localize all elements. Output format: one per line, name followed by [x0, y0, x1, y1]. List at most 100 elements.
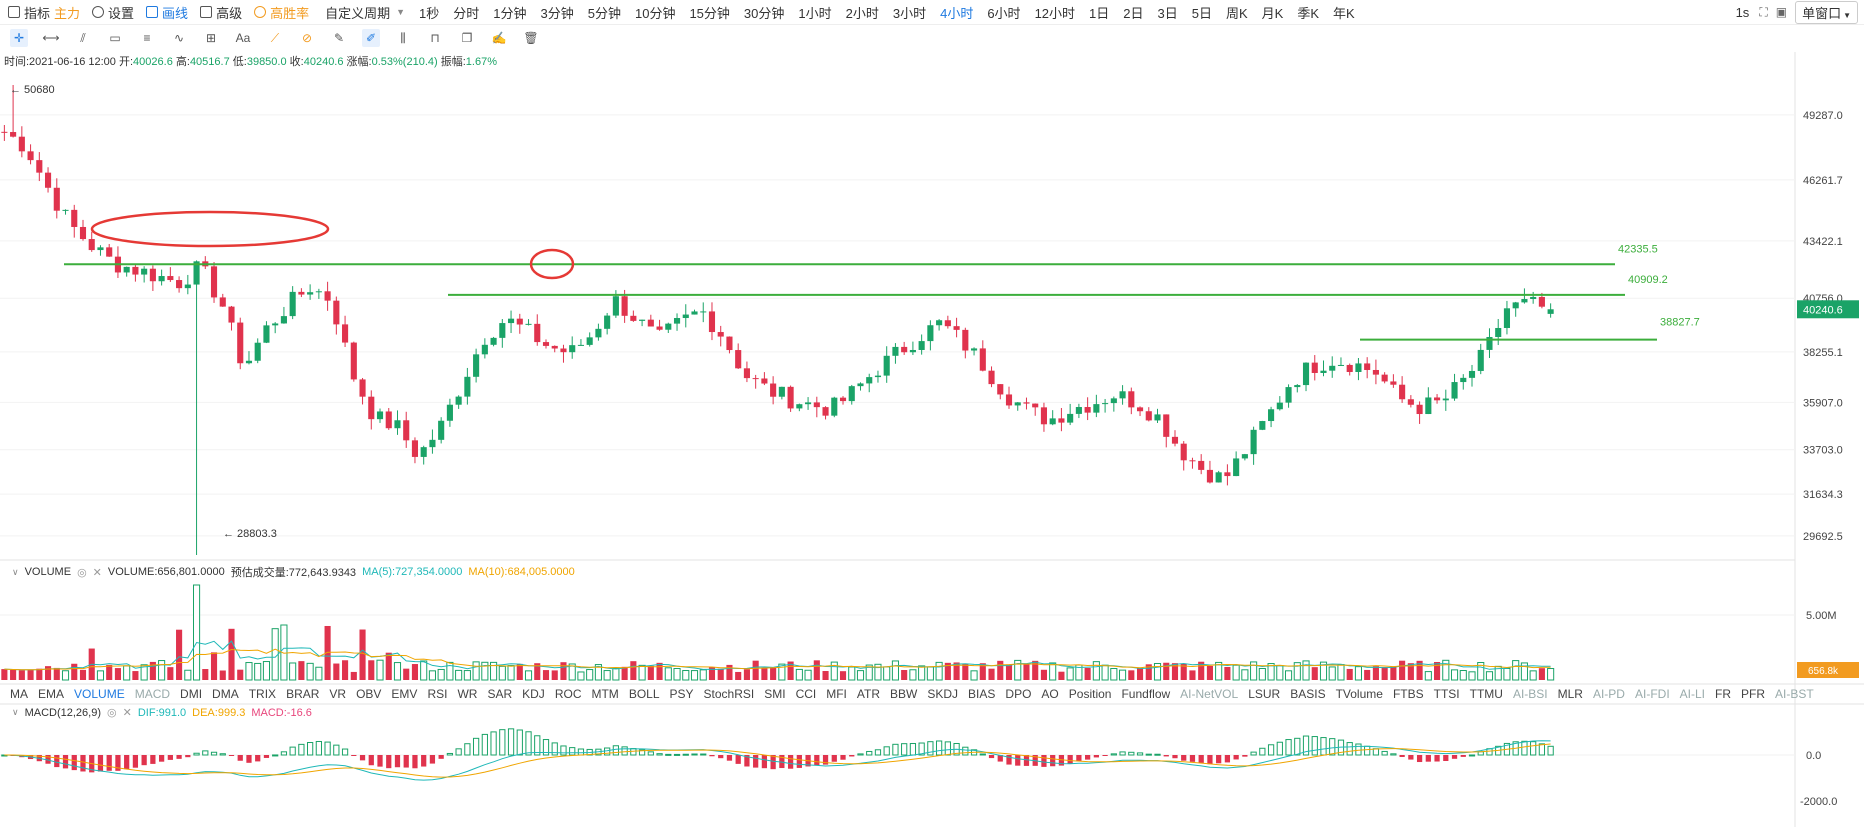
- parallel-icon[interactable]: ≡: [143, 31, 151, 45]
- fullscreen-icon[interactable]: ⛶: [1759, 4, 1768, 19]
- indicator-tab-ai-netvol[interactable]: AI-NetVOL: [1180, 687, 1239, 701]
- indicator-tab-wr[interactable]: WR: [457, 687, 478, 701]
- winrate-button[interactable]: 高胜率: [254, 3, 309, 22]
- indicator-tab-kdj[interactable]: KDJ: [522, 687, 545, 701]
- indicator-button[interactable]: 指标 主力: [8, 3, 80, 22]
- brush-icon[interactable]: ✐: [362, 29, 380, 47]
- period-3[interactable]: 3分钟: [540, 5, 574, 21]
- period-12[interactable]: 6小时: [987, 5, 1021, 21]
- measure-icon[interactable]: ⊞: [205, 31, 217, 45]
- indicator-tab-ai-bst[interactable]: AI-BST: [1775, 687, 1814, 701]
- settings-icon[interactable]: ◎: [107, 707, 117, 719]
- indicator-tab-dmi[interactable]: DMI: [180, 687, 203, 701]
- indicator-tab-cci[interactable]: CCI: [795, 687, 817, 701]
- indicator-tab-position[interactable]: Position: [1068, 687, 1112, 701]
- pen-icon[interactable]: ✎: [333, 31, 345, 45]
- period-15[interactable]: 2日: [1123, 5, 1144, 21]
- indicator-tab-fundflow[interactable]: Fundflow: [1121, 687, 1171, 701]
- period-18[interactable]: 周K: [1225, 5, 1248, 21]
- close-icon[interactable]: ✕: [122, 707, 132, 719]
- magnet-icon[interactable]: ⊘: [301, 31, 313, 45]
- indicator-tab-rsi[interactable]: RSI: [427, 687, 448, 701]
- line-icon[interactable]: ⟷: [42, 31, 60, 45]
- indicator-tab-pfr[interactable]: PFR: [1741, 687, 1765, 701]
- period-5[interactable]: 10分钟: [634, 5, 676, 21]
- indicator-tab-ai-bsi[interactable]: AI-BSI: [1512, 687, 1548, 701]
- period-16[interactable]: 3日: [1157, 5, 1178, 21]
- close-icon[interactable]: ✕: [92, 566, 102, 579]
- indicator-tab-ai-pd[interactable]: AI-PD: [1592, 687, 1625, 701]
- crosshair-icon[interactable]: ✛: [10, 29, 28, 47]
- indicator-tab-mfi[interactable]: MFI: [826, 687, 847, 701]
- indicator-tab-stochrsi[interactable]: StochRSI: [703, 687, 755, 701]
- period-13[interactable]: 12小时: [1034, 5, 1076, 21]
- indicator-tab-atr[interactable]: ATR: [856, 687, 881, 701]
- indicator-tab-macd[interactable]: MACD: [134, 687, 171, 701]
- draw-button[interactable]: 画线: [146, 3, 188, 22]
- period-1[interactable]: 分时: [453, 5, 480, 21]
- indicator-tab-skdj[interactable]: SKDJ: [927, 687, 959, 701]
- indicator-tab-trix[interactable]: TRIX: [248, 687, 277, 701]
- indicator-tab-psy[interactable]: PSY: [669, 687, 694, 701]
- indicator-tab-emv[interactable]: EMV: [391, 687, 418, 701]
- bars-icon[interactable]: ⫼: [400, 30, 406, 45]
- trend-icon[interactable]: ⫽: [80, 30, 86, 45]
- indicator-tab-bbw[interactable]: BBW: [890, 687, 918, 701]
- indicator-tab-boll[interactable]: BOLL: [628, 687, 660, 701]
- chevron-down-icon[interactable]: ∨: [12, 566, 19, 577]
- period-21[interactable]: 年K: [1332, 5, 1355, 21]
- wave-icon[interactable]: ∿: [173, 31, 185, 45]
- indicator-tab-roc[interactable]: ROC: [554, 687, 582, 701]
- custom-period-dropdown[interactable]: 自定义周期 ▼: [325, 5, 406, 21]
- period-19[interactable]: 月K: [1261, 5, 1284, 21]
- indicator-tab-ai-fdi[interactable]: AI-FDI: [1634, 687, 1670, 701]
- indicator-tab-lsur[interactable]: LSUR: [1248, 687, 1281, 701]
- period-14[interactable]: 1日: [1089, 5, 1110, 21]
- interval-label[interactable]: 1s: [1735, 4, 1750, 20]
- edit-icon[interactable]: ✍: [491, 31, 507, 45]
- indicator-tab-sar[interactable]: SAR: [487, 687, 513, 701]
- period-0[interactable]: 1秒: [419, 5, 440, 21]
- settings-icon[interactable]: ◎: [77, 566, 87, 579]
- indicator-tab-fr[interactable]: FR: [1715, 687, 1731, 701]
- settings-button[interactable]: 设置: [92, 3, 134, 22]
- text-icon[interactable]: Aa: [235, 31, 251, 45]
- indicator-tab-ao[interactable]: AO: [1041, 687, 1059, 701]
- period-4[interactable]: 5分钟: [587, 5, 621, 21]
- period-2[interactable]: 1分钟: [493, 5, 527, 21]
- indicator-tab-ftbs[interactable]: FTBS: [1392, 687, 1424, 701]
- indicator-tab-obv[interactable]: OBV: [356, 687, 382, 701]
- indicator-tab-tvolume[interactable]: TVolume: [1335, 687, 1383, 701]
- indicator-tab-ma[interactable]: MA: [10, 687, 28, 701]
- indicator-tab-ttmu[interactable]: TTMU: [1469, 687, 1503, 701]
- rect-icon[interactable]: ▭: [109, 31, 121, 45]
- indicator-tab-smi[interactable]: SMI: [764, 687, 786, 701]
- indicator-tab-bias[interactable]: BIAS: [968, 687, 996, 701]
- indicator-tab-mlr[interactable]: MLR: [1557, 687, 1583, 701]
- indicator-tab-volume[interactable]: VOLUME: [74, 687, 125, 701]
- indicator-tab-basis[interactable]: BASIS: [1290, 687, 1326, 701]
- lock-icon[interactable]: ⊓: [430, 31, 440, 45]
- fib-icon[interactable]: ⟋: [270, 30, 280, 45]
- period-11[interactable]: 4小时: [940, 5, 974, 21]
- indicator-tab-brar[interactable]: BRAR: [286, 687, 320, 701]
- indicator-tab-vr[interactable]: VR: [329, 687, 347, 701]
- period-6[interactable]: 15分钟: [689, 5, 730, 21]
- period-7[interactable]: 30分钟: [743, 5, 785, 21]
- indicator-tab-ema[interactable]: EMA: [38, 687, 65, 701]
- indicator-tab-dma[interactable]: DMA: [212, 687, 239, 701]
- indicator-tab-mtm[interactable]: MTM: [591, 687, 619, 701]
- screenshot-icon[interactable]: ▣: [1775, 5, 1788, 19]
- period-10[interactable]: 3小时: [892, 5, 927, 21]
- indicator-tab-ttsi[interactable]: TTSI: [1433, 687, 1460, 701]
- advanced-button[interactable]: 高级: [200, 3, 242, 22]
- period-20[interactable]: 季K: [1297, 5, 1319, 21]
- period-17[interactable]: 5日: [1191, 5, 1212, 21]
- indicator-tab-dpo[interactable]: DPO: [1005, 687, 1032, 701]
- period-9[interactable]: 2小时: [845, 5, 879, 21]
- period-8[interactable]: 1小时: [798, 5, 832, 21]
- window-mode-button[interactable]: 单窗口 ▼: [1795, 0, 1858, 24]
- indicator-tab-ai-li[interactable]: AI-LI: [1679, 687, 1705, 701]
- delete-icon[interactable]: 🗑: [523, 31, 539, 45]
- chevron-down-icon[interactable]: ∨: [12, 707, 19, 717]
